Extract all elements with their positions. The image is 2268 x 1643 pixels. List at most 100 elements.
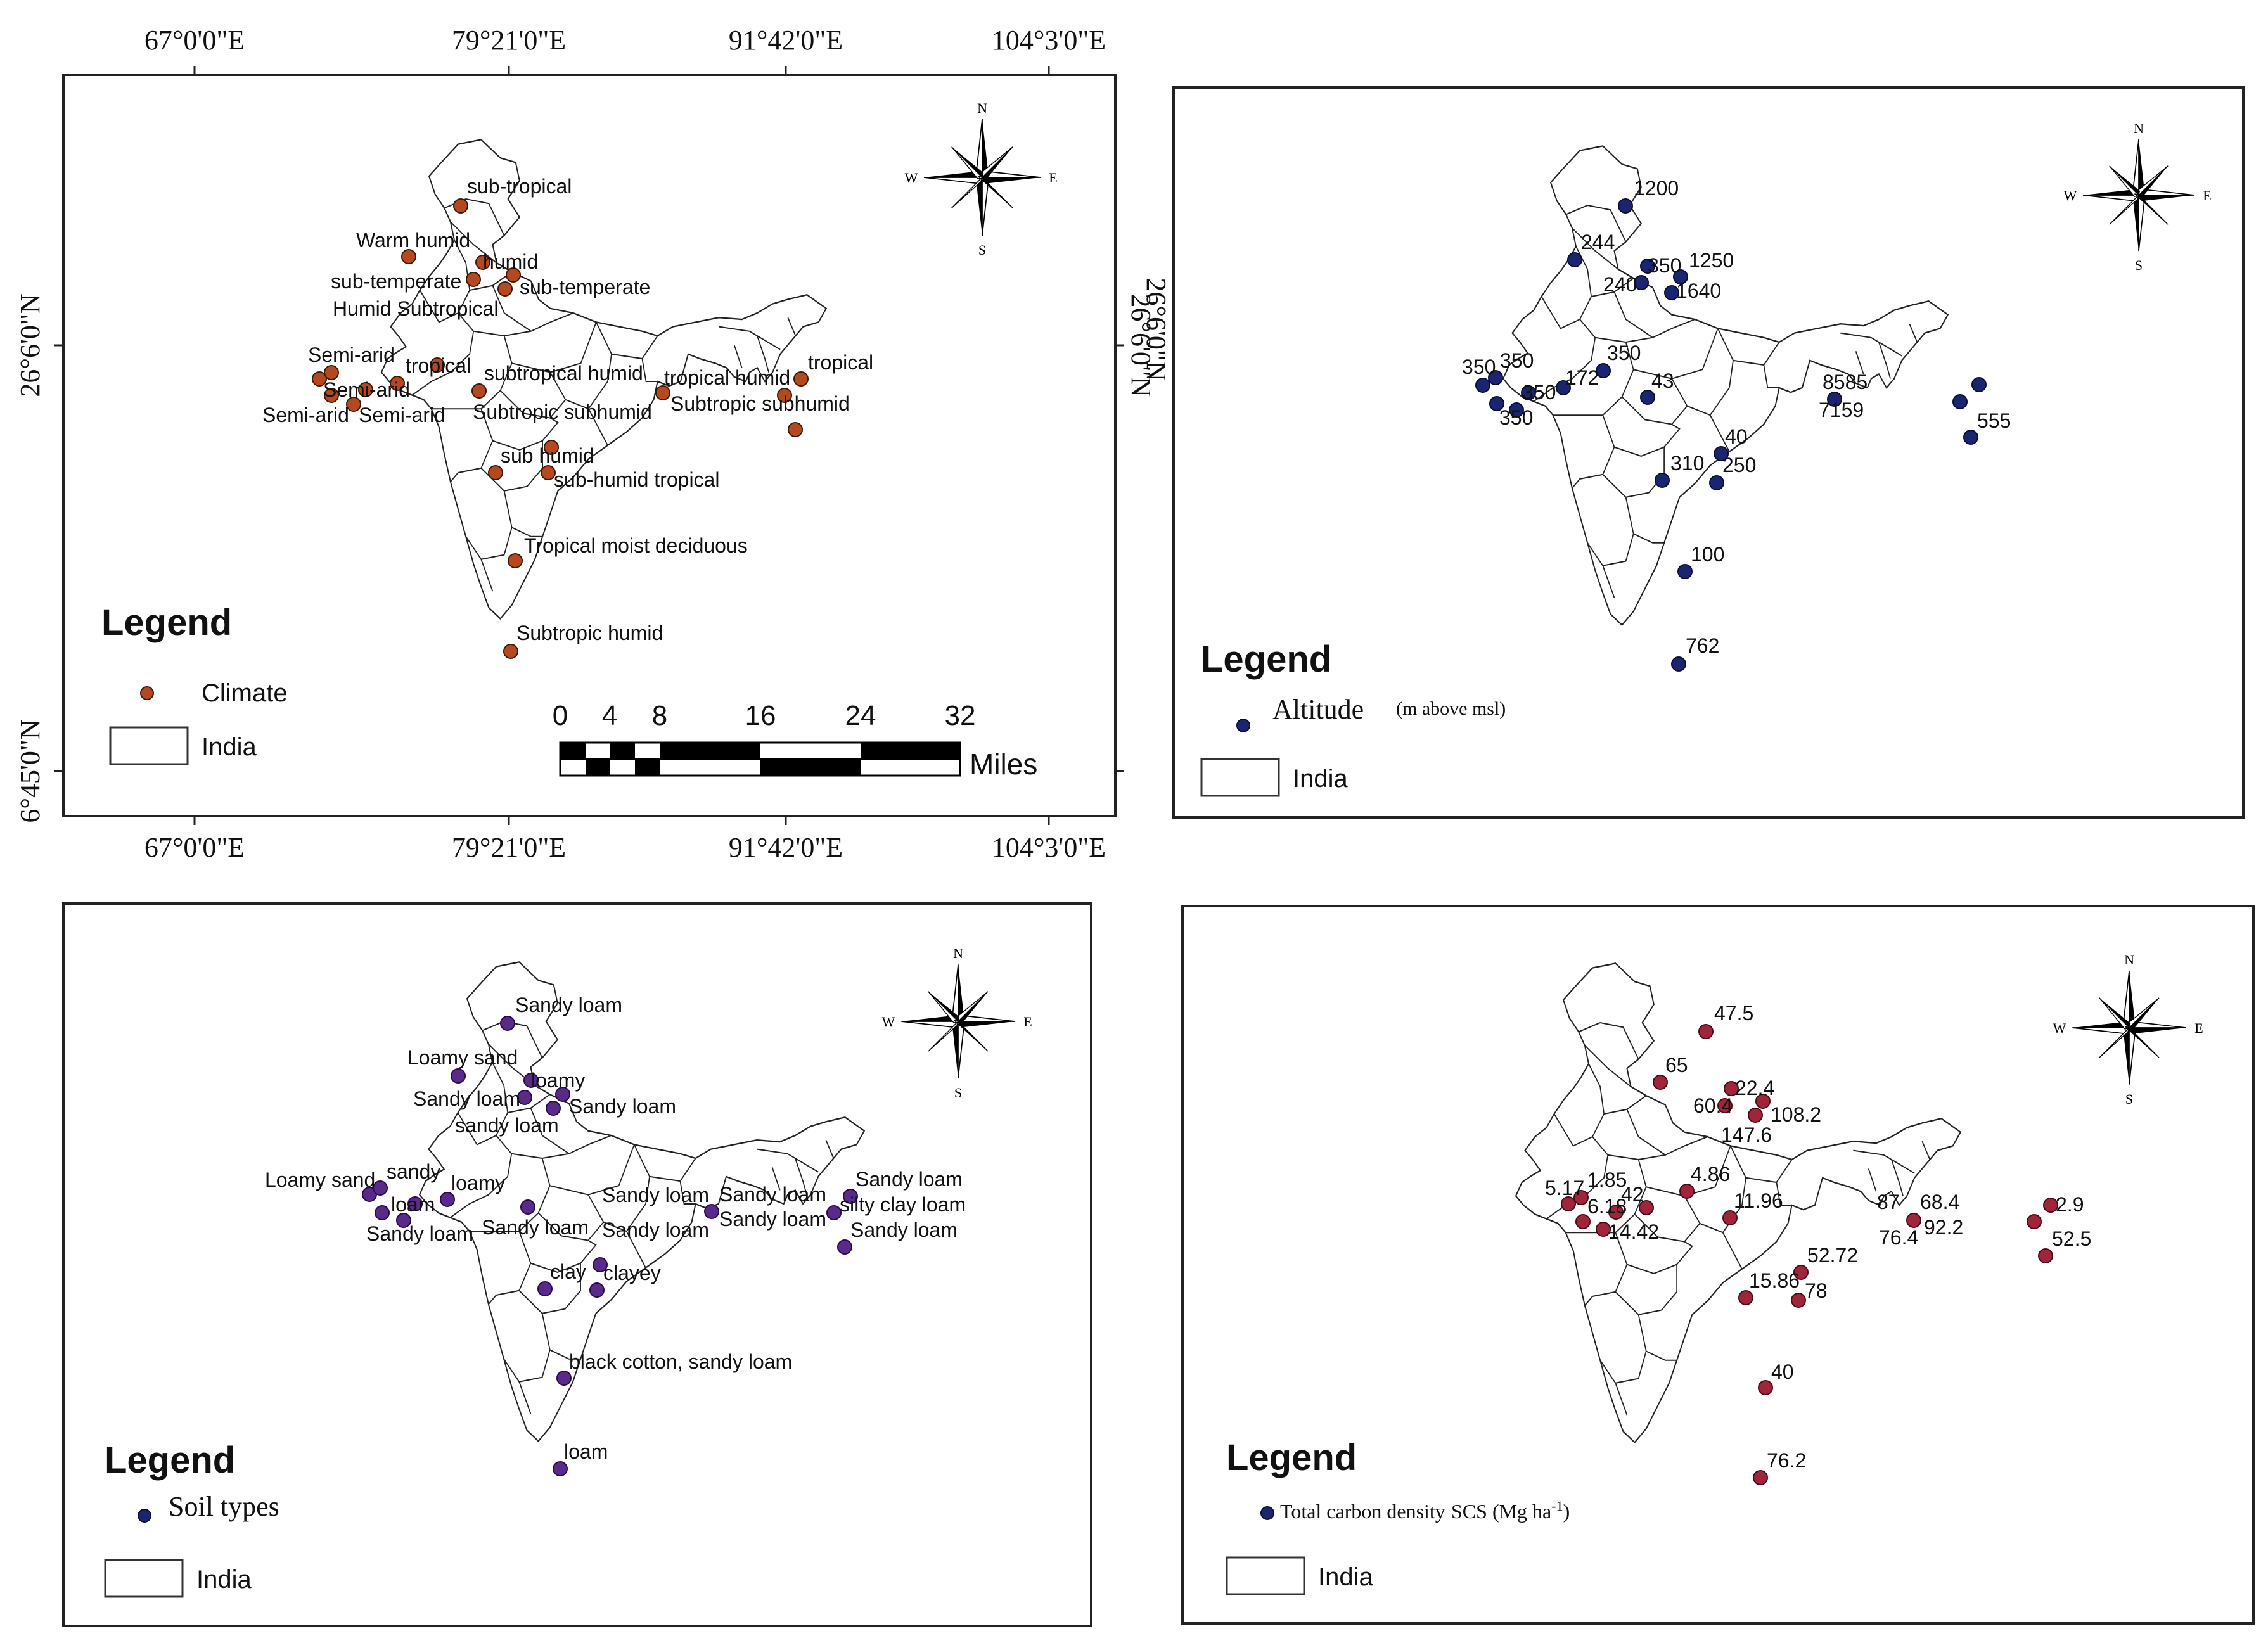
altitude-point[interactable] [1673,269,1688,284]
altitude-point[interactable] [1714,446,1729,461]
carbon-point[interactable] [1722,1210,1738,1225]
carbon-point[interactable] [1679,1184,1695,1199]
soil-point[interactable] [440,1192,455,1207]
carbon-point[interactable] [1639,1200,1654,1215]
soil-point[interactable] [593,1257,608,1272]
carbon-point[interactable] [1755,1094,1771,1109]
carbon-point[interactable] [2027,1214,2042,1229]
altitude-point[interactable] [1952,394,1968,409]
altitude-point[interactable] [1827,392,1842,407]
climate-point[interactable] [655,385,670,400]
climate-point[interactable] [508,553,523,568]
altitude-point[interactable] [1521,385,1536,400]
soil-point[interactable] [373,1180,388,1196]
soil-point[interactable] [704,1204,719,1219]
soil-point[interactable] [517,1090,532,1105]
svg-text:16: 16 [745,700,776,731]
altitude-point[interactable] [1567,252,1582,267]
altitude-point[interactable] [1640,390,1655,405]
climate-point[interactable] [346,397,361,412]
point-label: humid [483,250,538,273]
soil-point[interactable] [500,1016,515,1031]
carbon-point[interactable] [1596,1222,1611,1237]
soil-point[interactable] [555,1087,570,1102]
point-label: Loamy sand [407,1046,518,1069]
altitude-point[interactable] [1488,370,1503,385]
soil-point[interactable] [396,1213,411,1228]
climate-point[interactable] [506,267,521,283]
soil-point[interactable] [451,1068,466,1084]
altitude-point[interactable] [1963,430,1978,445]
soil-point[interactable] [843,1189,858,1204]
climate-point[interactable] [401,249,416,264]
point-label: loamy [531,1069,585,1092]
climate-point[interactable] [497,281,513,297]
altitude-point[interactable] [1664,285,1679,300]
point-label: 1640 [1676,279,1721,302]
altitude-point[interactable] [1677,564,1693,579]
climate-point[interactable] [430,357,445,373]
carbon-point[interactable] [1653,1075,1668,1090]
soil-point[interactable] [589,1282,605,1298]
carbon-point[interactable] [2043,1198,2058,1213]
altitude-point[interactable] [1618,198,1633,214]
climate-point[interactable] [793,371,809,387]
climate-point[interactable] [324,388,339,403]
carbon-point[interactable] [1748,1108,1763,1123]
altitude-point[interactable] [1655,473,1670,488]
altitude-point[interactable] [1640,259,1655,274]
carbon-point[interactable] [1561,1196,1576,1211]
altitude-point[interactable] [1709,475,1724,490]
carbon-point[interactable] [2038,1248,2053,1263]
climate-point[interactable] [544,440,559,455]
carbon-point[interactable] [1753,1470,1768,1485]
altitude-point[interactable] [1489,396,1504,411]
carbon-point[interactable] [1758,1380,1773,1395]
altitude-point[interactable] [1634,275,1649,290]
altitude-point[interactable] [1475,378,1490,393]
soil-point[interactable] [826,1205,842,1220]
legend-marker [140,686,154,700]
climate-point[interactable] [358,382,373,397]
point-label: 6.18 [1587,1195,1627,1218]
carbon-point[interactable] [1791,1293,1806,1308]
legend-india-label: India [1318,1563,1373,1591]
soil-point[interactable] [553,1461,568,1476]
altitude-point[interactable] [1596,363,1611,378]
soil-point[interactable] [546,1101,561,1116]
soil-point[interactable] [520,1199,535,1215]
svg-text:32: 32 [945,700,976,731]
climate-point[interactable] [777,388,792,403]
carbon-point[interactable] [1717,1098,1733,1113]
soil-point[interactable] [375,1205,390,1220]
climate-point[interactable] [541,465,556,480]
carbon-point[interactable] [1608,1205,1624,1220]
soil-point[interactable] [407,1196,423,1211]
climate-point[interactable] [488,465,503,480]
climate-point[interactable] [471,383,487,399]
climate-point[interactable] [466,272,481,287]
climate-point[interactable] [312,371,327,387]
climate-point[interactable] [453,198,468,214]
altitude-point[interactable] [1671,656,1686,672]
altitude-point[interactable] [1971,377,1987,392]
legend-india-swatch [109,726,189,765]
carbon-point[interactable] [1738,1290,1753,1305]
altitude-point[interactable] [1509,402,1524,418]
carbon-point[interactable] [1573,1190,1589,1205]
climate-point[interactable] [788,422,803,437]
soil-point[interactable] [837,1239,852,1255]
climate-point[interactable] [324,365,339,380]
soil-point[interactable] [556,1371,572,1386]
climate-point[interactable] [503,644,518,659]
soil-point[interactable] [523,1073,539,1088]
carbon-point[interactable] [1793,1265,1809,1280]
climate-point[interactable] [390,376,405,391]
carbon-point[interactable] [1698,1024,1714,1039]
climate-point[interactable] [475,255,490,270]
carbon-point[interactable] [1575,1214,1591,1229]
carbon-point[interactable] [1906,1213,1921,1228]
soil-point[interactable] [537,1281,553,1296]
carbon-point[interactable] [1724,1081,1739,1096]
altitude-point[interactable] [1556,380,1571,395]
